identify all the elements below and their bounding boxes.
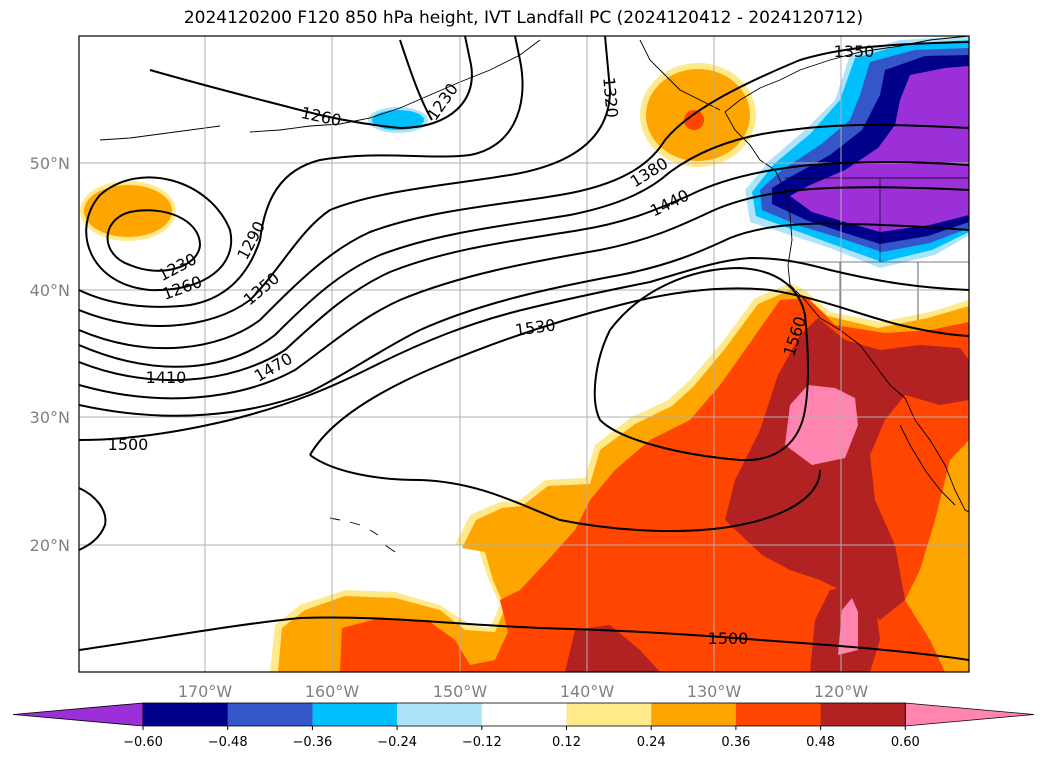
gridlines — [79, 36, 969, 672]
colorbar-tick-label: 0.60 — [891, 735, 920, 750]
lat-label-50n: 50°N — [30, 154, 70, 173]
coastline-layer — [99, 36, 969, 553]
contour-1260-north — [149, 36, 473, 130]
lon-label-120w: 120°W — [814, 682, 869, 701]
contour-label-1410: 1410 — [146, 368, 187, 387]
lon-label-140w: 140°W — [560, 682, 615, 701]
contour-1500-south — [79, 616, 969, 661]
ivt-positive-pink-south — [838, 598, 858, 655]
lat-label-20n: 20°N — [30, 536, 70, 555]
colorbar-segment — [820, 703, 906, 726]
longitude-labels: 170°W 160°W 150°W 140°W 130°W 120°W — [178, 682, 869, 701]
coastline-alaska — [249, 39, 721, 133]
colorbar-extend-low — [12, 702, 144, 727]
colorbar-extend-high — [904, 702, 1035, 727]
contour-1290 — [79, 36, 524, 308]
contour-1350 — [79, 41, 969, 350]
colorbar-tick-label: −0.60 — [123, 735, 163, 750]
contour-1500-sw — [79, 487, 107, 551]
colorbar-segment — [651, 703, 737, 726]
contour-label-1500-west: 1500 — [108, 435, 149, 454]
ivt-bering-sky — [372, 110, 424, 130]
contour-1440 — [79, 186, 969, 400]
colorbar-segment — [735, 703, 822, 726]
contour-label-1500-south: 1500 — [708, 629, 749, 648]
colorbar-tick-label: 0.48 — [806, 735, 835, 750]
contour-1230-north — [399, 39, 433, 121]
contour-1230-low — [106, 209, 202, 272]
ivt-negative-purple — [790, 66, 969, 232]
contour-1530 — [309, 287, 969, 456]
colorbar-segment — [481, 703, 567, 726]
latitude-labels: 50°N 40°N 30°N 20°N — [30, 154, 70, 555]
lat-label-40n: 40°N — [30, 281, 70, 300]
colorbar-segment — [312, 703, 398, 726]
lat-label-30n: 30°N — [30, 408, 70, 427]
coastline-baja — [899, 424, 956, 506]
contour-1560 — [593, 266, 810, 462]
colorbar-segment — [397, 703, 483, 726]
contour-1320 — [79, 36, 612, 328]
colorbar-tick-label: −0.48 — [208, 735, 248, 750]
coastline-north-america — [724, 36, 969, 513]
contour-label-1320: 1320 — [599, 76, 621, 118]
colorbar-frame — [142, 702, 906, 727]
border-states — [790, 178, 969, 330]
contour-1470 — [79, 222, 969, 417]
lon-label-150w: 150°W — [433, 682, 488, 701]
colorbar-tick-label: 0.24 — [637, 735, 666, 750]
lon-label-130w: 130°W — [687, 682, 742, 701]
colorbar-tick-label: 0.12 — [552, 735, 581, 750]
contour-1260-low — [85, 176, 233, 292]
colorbar: −0.60 −0.48 −0.36 −0.24 −0.12 0.12 0.24 0.36 0.4… — [12, 702, 1035, 750]
colorbar-segment — [566, 703, 652, 726]
contour-1410 — [79, 160, 969, 381]
lon-label-170w: 170°W — [178, 682, 233, 701]
colorbar-tick-label: −0.36 — [292, 735, 332, 750]
contour-1380 — [79, 123, 969, 368]
plot-frame — [78, 35, 970, 673]
colorbar-tick-label: −0.12 — [462, 735, 502, 750]
colorbar-segment — [143, 703, 229, 726]
ivt-positive-pink — [785, 385, 858, 465]
colorbar-segment — [227, 703, 313, 726]
map-title: 2024120200 F120 850 hPa height, IVT Land… — [183, 8, 864, 28]
ivt-positive-darkred — [565, 625, 660, 672]
contour-label-1350-ne: 1350 — [834, 42, 875, 61]
colorbar-tick-label: −0.24 — [377, 735, 417, 750]
coastline-hawaii — [329, 517, 396, 553]
contour-1500-west — [79, 256, 969, 441]
lon-label-160w: 160°W — [305, 682, 360, 701]
contour-1530-loop — [309, 454, 821, 533]
colorbar-tick-label: 0.36 — [721, 735, 750, 750]
ivt-alaska-red — [684, 110, 704, 130]
height-contours — [79, 36, 969, 661]
coastline-aleutians — [99, 125, 221, 141]
ivt-west-orange — [84, 185, 172, 237]
